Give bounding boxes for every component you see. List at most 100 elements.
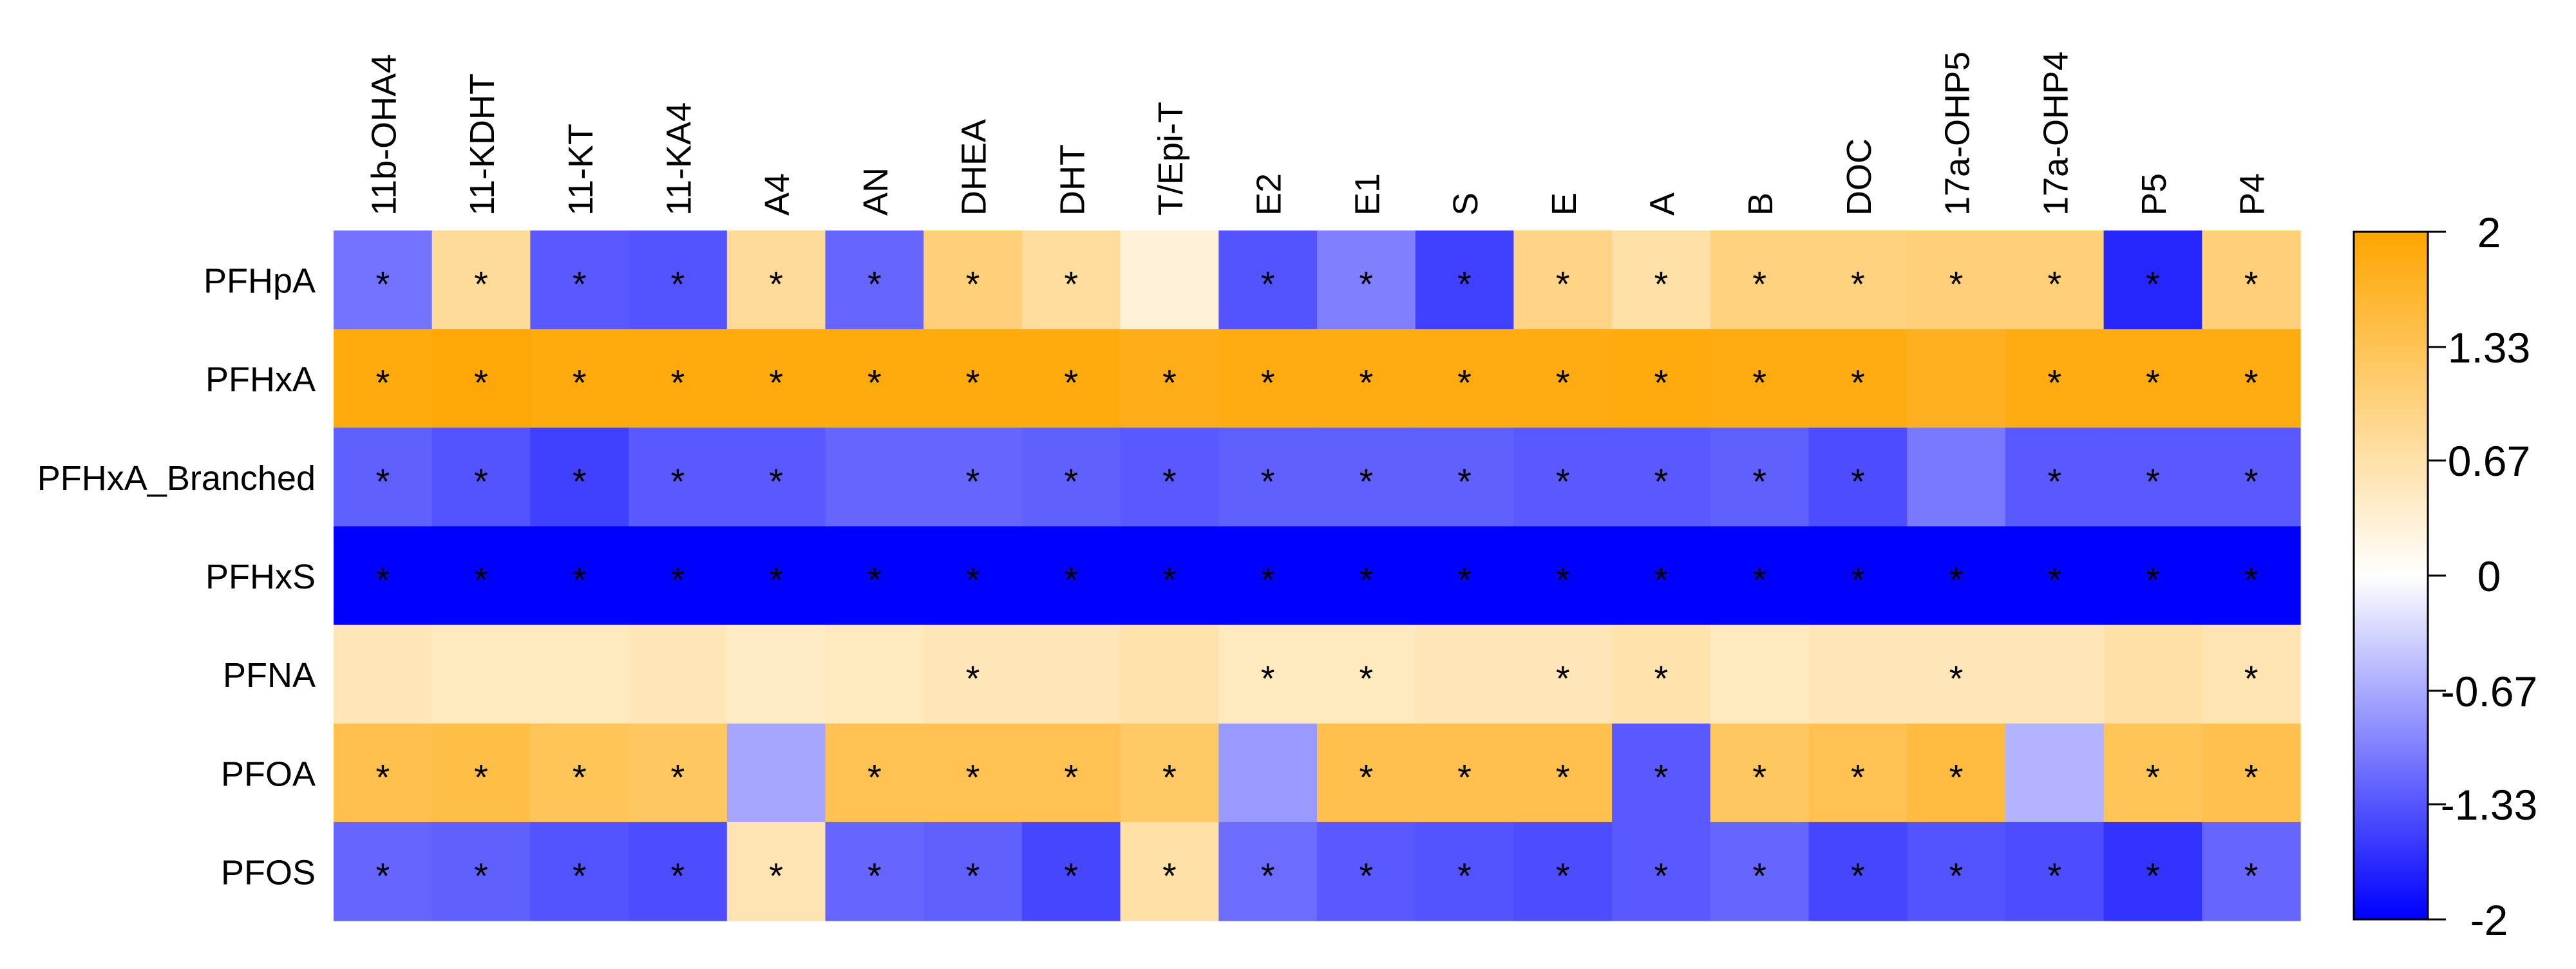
heatmap-cell — [1513, 723, 1613, 823]
significance-marker: * — [769, 461, 783, 502]
significance-marker: * — [1162, 461, 1177, 502]
heatmap-cell — [1513, 822, 1613, 921]
significance-marker: * — [671, 855, 685, 896]
heatmap-cell — [1907, 822, 2006, 921]
heatmap-cell — [1710, 329, 1810, 428]
heatmap-cell — [334, 822, 433, 921]
heatmap-cell — [923, 625, 1023, 724]
heatmap-cell — [1218, 526, 1318, 626]
heatmap-cell — [1415, 723, 1514, 823]
significance-marker: * — [671, 264, 685, 305]
column-label: P5 — [2135, 173, 2174, 216]
heatmap-cell — [1612, 723, 1711, 823]
heatmap-cell — [334, 723, 433, 823]
colorbar-gradient — [2353, 230, 2429, 921]
significance-marker: * — [2244, 757, 2259, 797]
heatmap-cell — [726, 428, 826, 527]
column-label: P4 — [2233, 173, 2272, 216]
significance-marker: * — [1654, 757, 1669, 797]
heatmap-cell — [2202, 329, 2301, 428]
significance-marker: * — [1654, 362, 1669, 403]
significance-marker: * — [2244, 560, 2259, 600]
heatmap-cell — [1612, 625, 1711, 724]
heatmap-cell — [1513, 230, 1613, 330]
heatmap-cell — [2202, 230, 2301, 330]
heatmap-cell — [1317, 723, 1416, 823]
significance-marker: * — [671, 560, 685, 600]
significance-marker: * — [1457, 855, 1472, 896]
heatmap-cell — [334, 428, 433, 527]
heatmap-cell — [629, 526, 728, 626]
significance-marker: * — [1851, 264, 1865, 305]
heatmap-cell — [1612, 329, 1711, 428]
significance-marker: * — [375, 264, 390, 305]
heatmap-cell — [530, 230, 629, 330]
heatmap-cell — [530, 329, 629, 428]
heatmap-cell — [431, 822, 531, 921]
heatmap-cell — [2103, 428, 2202, 527]
colorbar-tick-label: 0.67 — [2448, 437, 2530, 485]
heatmap-cell — [1808, 428, 1908, 527]
heatmap-cell — [1317, 329, 1416, 428]
significance-marker: * — [1064, 855, 1078, 896]
heatmap-cell — [1710, 230, 1810, 330]
row-label: PFHxA — [205, 361, 316, 399]
heatmap-cell — [1808, 625, 1908, 724]
heatmap-cell — [923, 428, 1023, 527]
significance-marker: * — [2146, 757, 2160, 797]
colorbar-ticks: -2 -1.33 -0.67 0 0.67 1.33 2 — [2428, 209, 2537, 944]
heatmap-cell — [1218, 230, 1318, 330]
significance-marker: * — [2244, 855, 2259, 896]
heatmap-cell — [2005, 329, 2105, 428]
heatmap-cell — [1415, 428, 1514, 527]
significance-marker: * — [573, 461, 587, 502]
significance-marker: * — [1752, 560, 1766, 600]
heatmap-cell — [431, 625, 531, 724]
heatmap-cell — [2202, 526, 2301, 626]
significance-marker: * — [769, 362, 783, 403]
colorbar-tick-label: -0.67 — [2441, 668, 2537, 715]
significance-marker: * — [966, 855, 980, 896]
column-label: AN — [857, 167, 895, 216]
heatmap-cell — [431, 230, 531, 330]
heatmap-cell — [629, 428, 728, 527]
heatmap-cell — [825, 723, 924, 823]
heatmap-cell — [1612, 526, 1711, 626]
significance-marker: * — [1654, 658, 1669, 699]
heatmap-cell — [1808, 723, 1908, 823]
heatmap-cell — [1021, 625, 1121, 724]
heatmap-cell — [2103, 723, 2202, 823]
column-label: T/Epi-T — [1151, 102, 1190, 216]
heatmap-cell — [1907, 329, 2006, 428]
significance-marker: * — [1457, 264, 1472, 305]
column-label: 11-KA4 — [659, 102, 698, 216]
column-label: S — [1446, 193, 1485, 216]
significance-marker: * — [1752, 757, 1766, 797]
significance-marker: * — [1851, 461, 1865, 502]
heatmap-cell — [1021, 428, 1121, 527]
significance-marker: * — [1064, 362, 1078, 403]
significance-marker: * — [474, 264, 488, 305]
heatmap-cell — [629, 329, 728, 428]
heatmap-cell — [825, 822, 924, 921]
significance-marker: * — [474, 757, 488, 797]
heatmap-cell — [431, 723, 531, 823]
significance-marker: * — [2047, 362, 2061, 403]
heatmap-cell — [1120, 230, 1219, 330]
heatmap-cell — [1710, 428, 1810, 527]
column-label: 11-KDHT — [463, 73, 502, 216]
heatmap-cell — [726, 526, 826, 626]
significance-marker: * — [966, 757, 980, 797]
heatmap-cell — [1120, 329, 1219, 428]
heatmap-cell — [1907, 625, 2006, 724]
significance-marker: * — [375, 560, 390, 600]
heatmap-cell — [2005, 526, 2105, 626]
significance-marker: * — [966, 264, 980, 305]
significance-marker: * — [1162, 560, 1177, 600]
significance-marker: * — [867, 757, 882, 797]
significance-marker: * — [769, 264, 783, 305]
column-labels: 11b-OHA4 11-KDHT 11-KT 11-KA4 A4 AN DHEA DHT T/E… — [365, 52, 2271, 216]
heatmap-cell — [1808, 526, 1908, 626]
heatmap-cell — [1218, 723, 1318, 823]
